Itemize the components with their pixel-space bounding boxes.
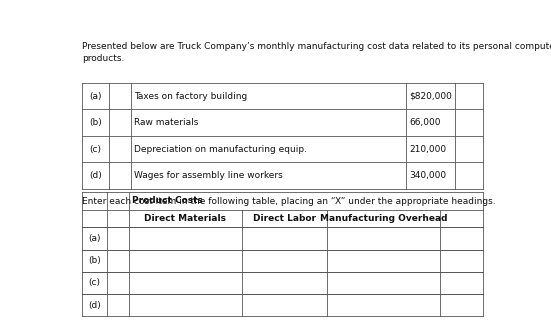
Text: (a): (a) [89, 92, 102, 101]
Text: Wages for assembly line workers: Wages for assembly line workers [134, 171, 283, 180]
Text: Manufacturing Overhead: Manufacturing Overhead [320, 214, 447, 223]
Text: Presented below are Truck Company’s monthly manufacturing cost data related to i: Presented below are Truck Company’s mont… [82, 42, 551, 63]
Text: Direct Labor: Direct Labor [253, 214, 316, 223]
Text: 66,000: 66,000 [409, 118, 441, 127]
Text: $820,000: $820,000 [409, 92, 452, 101]
Text: Product Costs: Product Costs [132, 196, 203, 205]
Text: (c): (c) [90, 145, 101, 154]
Text: 210,000: 210,000 [409, 145, 447, 154]
Text: Depreciation on manufacturing equip.: Depreciation on manufacturing equip. [134, 145, 307, 154]
Text: (d): (d) [88, 301, 101, 310]
Text: (d): (d) [89, 171, 102, 180]
Text: 340,000: 340,000 [409, 171, 447, 180]
Text: Direct Materials: Direct Materials [144, 214, 226, 223]
Text: Raw materials: Raw materials [134, 118, 198, 127]
Text: Enter each cost item in the following table, placing an “X” under the appropriat: Enter each cost item in the following ta… [82, 197, 495, 206]
Text: (c): (c) [89, 279, 100, 288]
Text: (a): (a) [88, 234, 101, 243]
Text: Taxes on factory building: Taxes on factory building [134, 92, 247, 101]
Text: (b): (b) [88, 256, 101, 265]
Text: (b): (b) [89, 118, 102, 127]
